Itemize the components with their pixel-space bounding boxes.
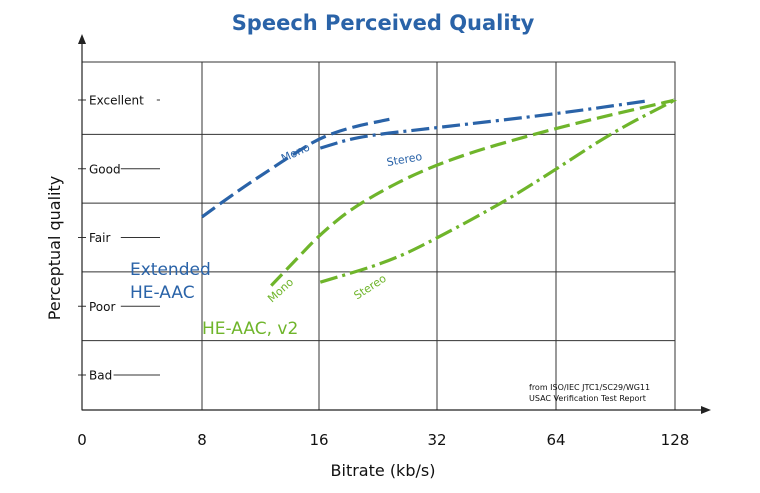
plot-grid <box>78 61 676 411</box>
source-note: from ISO/IEC JTC1/SC29/WG11 USAC Verific… <box>529 383 653 403</box>
series-he-aac-v2-stereo <box>319 98 677 284</box>
x-axis-arrow <box>701 406 711 414</box>
x-tick-8: 8 <box>197 431 207 449</box>
label-extended-he-aac: Extended HE-AAC <box>130 260 216 303</box>
y-axis-title: Perceptual quality <box>45 176 64 320</box>
y-axis-arrow <box>78 34 86 44</box>
label-extended-line2: HE-AAC <box>130 283 195 303</box>
y-tick-fair: Fair <box>89 231 110 245</box>
label-extended-line1: Extended <box>130 260 211 280</box>
x-axis-title: Bitrate (kb/s) <box>331 461 436 480</box>
source-note-line1: from ISO/IEC JTC1/SC29/WG11 <box>529 383 650 392</box>
y-tick-bad: Bad <box>89 369 112 383</box>
plot-frame <box>81 61 676 411</box>
y-tick-bg-fair <box>86 229 121 246</box>
x-tick-labels: 0 8 16 32 64 128 <box>77 431 689 449</box>
y-tick-bg-bad <box>86 367 114 383</box>
x-tick-32: 32 <box>427 431 446 449</box>
label-green-mono: Mono <box>265 275 296 305</box>
y-tick-bg-good <box>86 160 121 177</box>
y-tick-good: Good <box>89 162 121 176</box>
series-lines <box>201 98 677 287</box>
y-tick-poor: Poor <box>89 300 115 314</box>
label-blue-mono: Mono <box>279 141 312 166</box>
label-green-stereo: Stereo <box>352 272 389 303</box>
x-tick-64: 64 <box>546 431 565 449</box>
label-he-aac-v2: HE-AAC, v2 <box>202 319 298 339</box>
chart-title: Speech Perceived Quality <box>232 11 535 35</box>
x-tick-128: 128 <box>661 431 690 449</box>
x-tick-0: 0 <box>77 431 87 449</box>
x-tick-16: 16 <box>309 431 328 449</box>
series-extended-he-aac-stereo <box>319 99 651 150</box>
label-blue-stereo: Stereo <box>386 150 424 169</box>
y-tick-bg-excellent <box>86 92 157 108</box>
source-note-line2: USAC Verification Test Report <box>529 394 646 403</box>
series-extended-he-aac-mono <box>201 117 390 219</box>
series-he-aac-v2-mono <box>270 98 677 287</box>
y-tick-excellent: Excellent <box>89 94 144 108</box>
y-tick-labels: Bad Poor Fair Good Excellent <box>86 92 157 383</box>
y-tick-bg-poor <box>86 298 121 315</box>
